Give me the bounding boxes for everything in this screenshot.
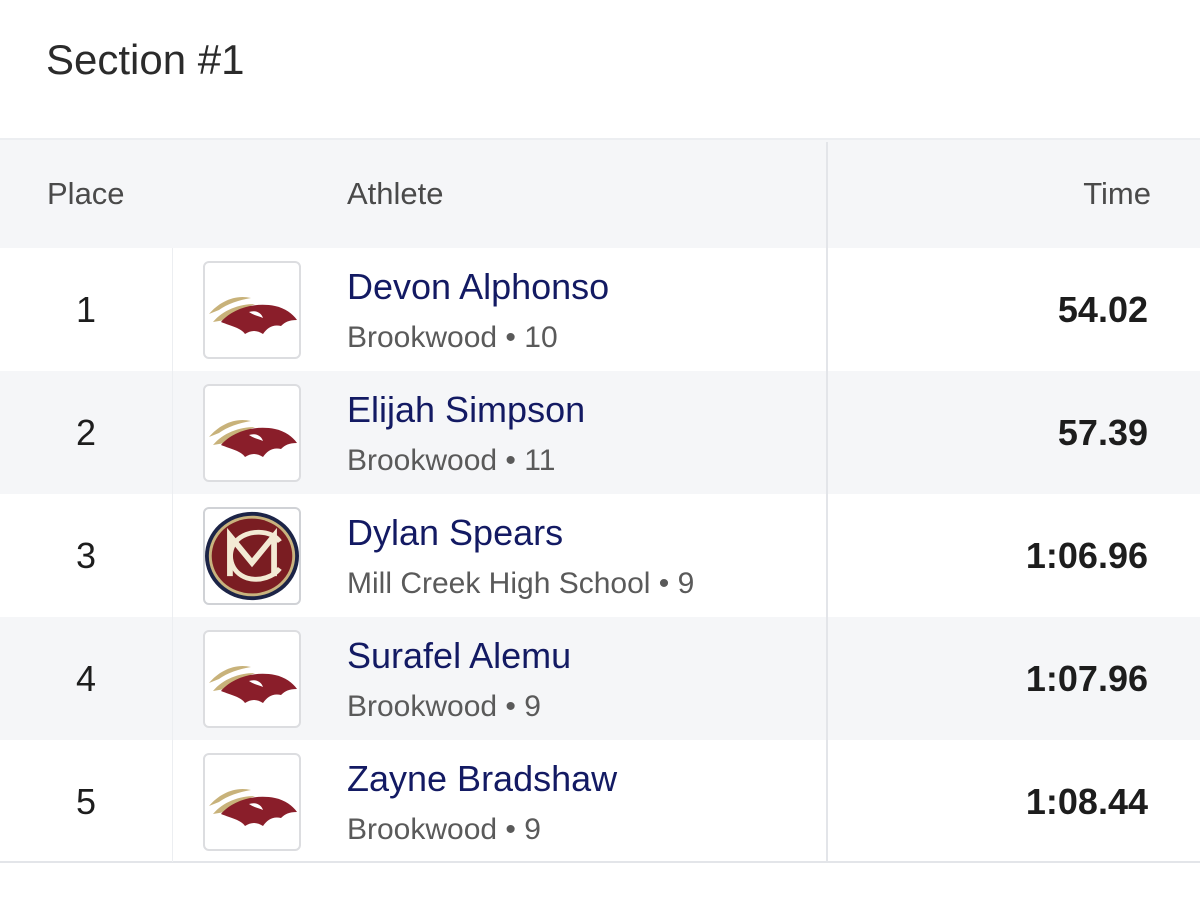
table-header: Place Athlete Time [0,138,1200,248]
time-value: 57.39 [1057,411,1148,453]
table-row[interactable]: 4 Surafel Alemu Brookwood • 9 1:07.96 [0,617,1200,740]
table-row[interactable]: 1 Devon Alphonso Brookwood • 10 54.02 [0,248,1200,371]
athlete-meta: Brookwood • 9 [347,690,541,723]
athlete-name-link[interactable]: Devon Alphonso [347,266,610,307]
time-value: 1:06.96 [1025,534,1148,576]
athlete-meta: Brookwood • 9 [347,813,541,846]
results-table: Place Athlete Time 1 Devon Alphonso Broo… [0,138,1200,863]
athlete-meta: Mill Creek High School • 9 [347,567,695,600]
section-title: Section #1 [46,36,245,83]
table-row[interactable]: 3 Dylan Spears Mill Creek High School • … [0,494,1200,617]
header-time[interactable]: Time [1083,176,1151,211]
place-value: 3 [75,534,97,576]
brookwood-bronco-logo [203,261,301,359]
place-value: 2 [75,411,97,453]
athlete-name-link[interactable]: Surafel Alemu [347,635,572,676]
header-athlete: Athlete [347,176,444,211]
athlete-name-link[interactable]: Elijah Simpson [347,389,586,430]
table-row[interactable]: 2 Elijah Simpson Brookwood • 11 57.39 [0,371,1200,494]
place-value: 4 [75,657,97,699]
header-place: Place [47,176,125,211]
brookwood-bronco-logo [203,384,301,482]
athlete-name-link[interactable]: Dylan Spears [347,512,564,553]
place-value: 5 [75,780,97,822]
brookwood-bronco-logo [203,753,301,851]
athlete-meta: Brookwood • 10 [347,321,558,354]
place-column-divider [172,248,173,862]
time-value: 1:07.96 [1025,657,1148,699]
column-divider [826,142,828,862]
athlete-name-link[interactable]: Zayne Bradshaw [347,758,618,799]
athlete-meta: Brookwood • 11 [347,444,556,477]
time-value: 1:08.44 [1025,780,1148,822]
mill-creek-mc-logo [203,507,301,605]
brookwood-bronco-logo [203,630,301,728]
place-value: 1 [75,288,97,330]
table-row[interactable]: 5 Zayne Bradshaw Brookwood • 9 1:08.44 [0,740,1200,863]
time-value: 54.02 [1057,288,1148,330]
